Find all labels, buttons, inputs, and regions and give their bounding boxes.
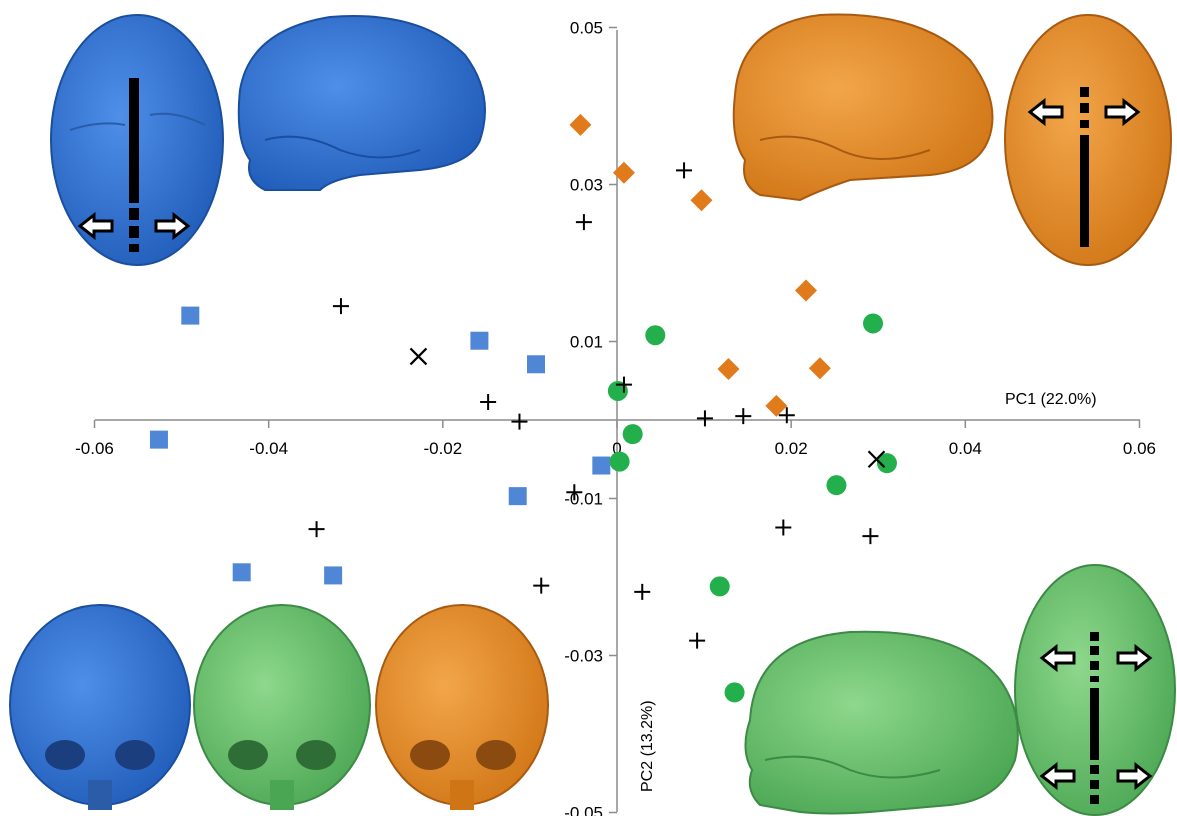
point-plus xyxy=(332,298,349,315)
skull-green-side-view xyxy=(744,630,1019,815)
point-diamond xyxy=(765,394,788,417)
point-plus xyxy=(480,393,497,410)
x-tick-label: 0.06 xyxy=(1123,439,1156,458)
point-plus xyxy=(862,528,879,545)
y-tick-label: 0.05 xyxy=(570,19,603,38)
point-plus xyxy=(308,521,325,538)
skull-orange-front-view xyxy=(375,604,549,810)
point-diamond xyxy=(569,113,592,136)
point-diamond xyxy=(808,357,831,380)
point-circle xyxy=(863,313,884,334)
point-plus xyxy=(696,410,713,427)
point-square xyxy=(508,487,527,506)
point-circle xyxy=(622,424,643,445)
point-plus xyxy=(615,376,632,393)
point-circle xyxy=(826,475,847,496)
point-diamond xyxy=(794,279,817,302)
point-plus xyxy=(775,519,792,536)
skull-orange-top-view xyxy=(1004,14,1172,266)
point-square xyxy=(232,563,251,582)
point-plus xyxy=(676,162,693,179)
x-tick-label: 0.02 xyxy=(775,439,808,458)
point-cross xyxy=(409,347,428,366)
tick-labels: -0.06 -0.04 -0.02 0 0.02 0.04 0.06 0.05 0.03 0.01… xyxy=(75,19,1156,816)
point-diamond xyxy=(690,189,713,212)
point-square xyxy=(527,355,546,374)
point-plus xyxy=(634,583,651,600)
x-axis-title: PC1 (22.0%) xyxy=(1005,391,1097,408)
y-tick-label: -0.03 xyxy=(564,647,603,666)
x-tick-label: -0.02 xyxy=(423,439,462,458)
point-cross xyxy=(867,450,886,469)
point-square xyxy=(592,456,611,475)
point-circle xyxy=(609,451,630,472)
y-axis-title: PC2 (13.2%) xyxy=(639,700,656,792)
skull-blue-side-view xyxy=(237,15,486,191)
point-plus xyxy=(575,214,592,231)
data-points xyxy=(149,113,897,703)
skull-green-front-view xyxy=(193,604,371,810)
point-square xyxy=(181,306,200,325)
point-diamond xyxy=(717,357,740,380)
point-diamond xyxy=(612,161,635,184)
point-plus xyxy=(735,408,752,425)
x-tick-label: 0.04 xyxy=(949,439,982,458)
point-plus xyxy=(533,577,550,594)
point-plus xyxy=(778,407,795,424)
point-square xyxy=(324,566,343,585)
point-circle xyxy=(876,453,897,474)
point-circle xyxy=(645,325,666,346)
x-tick-label: -0.06 xyxy=(75,439,114,458)
y-tick-label: 0.01 xyxy=(570,333,603,352)
point-plus xyxy=(566,484,583,501)
skull-blue-front-view xyxy=(9,604,191,810)
point-square xyxy=(149,430,168,449)
x-tick-label: 0 xyxy=(612,439,621,458)
point-square xyxy=(470,331,489,350)
point-plus xyxy=(511,413,528,430)
skull-green-top-view xyxy=(1014,564,1176,816)
skull-orange-side-view xyxy=(732,13,994,202)
tick-marks xyxy=(93,26,1141,814)
x-tick-label: -0.04 xyxy=(249,439,288,458)
point-plus xyxy=(689,632,706,649)
point-circle xyxy=(709,576,730,597)
point-circle xyxy=(607,380,628,401)
point-circle xyxy=(724,682,745,703)
y-tick-label: -0.05 xyxy=(564,804,603,816)
y-tick-label: 0.03 xyxy=(570,176,603,195)
skull-blue-top-view xyxy=(50,14,224,266)
